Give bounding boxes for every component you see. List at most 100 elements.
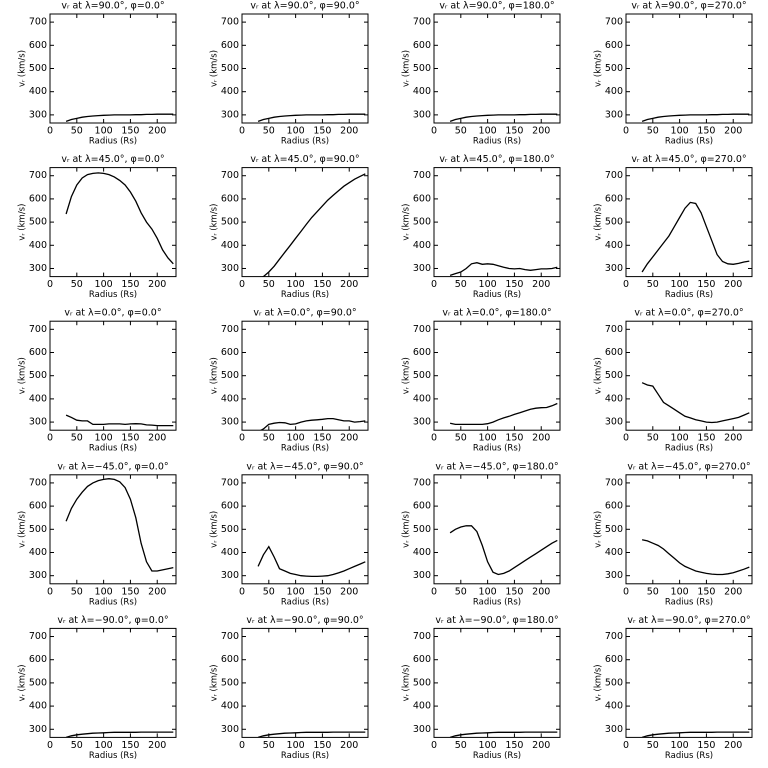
data-line <box>449 402 558 426</box>
x-tick-label: 150 <box>313 586 331 597</box>
y-tick-label: 500 <box>413 370 431 381</box>
x-tick-label: 50 <box>647 740 659 751</box>
x-tick-label: 100 <box>287 586 305 597</box>
x-axis-label: Radius (Rs) <box>89 290 137 300</box>
y-tick-label: 300 <box>413 263 431 274</box>
x-tick-label: 200 <box>340 586 358 597</box>
y-tick-label: 600 <box>29 501 47 512</box>
panel: vᵣ at λ=45.0°, φ=90.0° Radius (Rs) vᵣ (km/… <box>210 154 369 300</box>
y-tick-label: 400 <box>605 393 623 404</box>
x-tick-label: 200 <box>724 126 742 137</box>
x-tick-label: 50 <box>455 740 467 751</box>
data-line <box>449 731 558 738</box>
chart-title: vᵣ at λ=0.0°, φ=90.0° <box>253 308 356 319</box>
x-tick-label: 200 <box>148 433 166 444</box>
y-axis-label: vᵣ (km/s) <box>402 664 412 701</box>
y-tick-label: 700 <box>413 170 431 181</box>
x-tick-label: 0 <box>431 126 437 137</box>
y-tick-label: 600 <box>413 193 431 204</box>
y-tick-label: 400 <box>413 240 431 251</box>
y-tick-label: 300 <box>605 570 623 581</box>
plot-frame <box>241 474 369 585</box>
plot-area <box>641 113 750 123</box>
chart-title: vᵣ at λ=0.0°, φ=0.0° <box>64 308 161 319</box>
y-tick-label: 600 <box>29 654 47 665</box>
x-tick-label: 0 <box>623 279 629 290</box>
y-tick-label: 300 <box>29 109 47 120</box>
x-tick-label: 150 <box>505 740 523 751</box>
y-tick-label: 400 <box>29 701 47 712</box>
plot-frame <box>433 167 561 278</box>
data-line <box>449 525 558 576</box>
y-tick-label: 400 <box>605 86 623 97</box>
y-tick-label: 600 <box>413 501 431 512</box>
x-tick-label: 150 <box>313 740 331 751</box>
x-tick-label: 150 <box>505 279 523 290</box>
y-tick-label: 500 <box>413 63 431 74</box>
y-axis-label: vᵣ (km/s) <box>18 204 28 241</box>
plot-frame <box>49 627 177 738</box>
y-axis-label: vᵣ (km/s) <box>402 357 412 394</box>
x-tick-label: 0 <box>623 740 629 751</box>
y-tick-label: 500 <box>413 217 431 228</box>
x-tick-label: 0 <box>623 126 629 137</box>
data-line <box>449 262 558 277</box>
x-tick-label: 150 <box>313 126 331 137</box>
panel: vᵣ at λ=90.0°, φ=90.0° Radius (Rs) vᵣ (km/… <box>210 1 369 147</box>
y-tick-label: 500 <box>29 370 47 381</box>
y-tick-label: 400 <box>29 393 47 404</box>
plot-frame <box>433 320 561 431</box>
x-axis-label: Radius (Rs) <box>89 751 137 761</box>
x-tick-label: 150 <box>697 279 715 290</box>
x-tick-label: 150 <box>121 433 139 444</box>
chart-title: vᵣ at λ=90.0°, φ=90.0° <box>250 1 359 12</box>
y-tick-label: 500 <box>221 677 239 688</box>
x-tick-label: 200 <box>340 126 358 137</box>
y-axis-label: vᵣ (km/s) <box>210 50 220 87</box>
y-axis-label: vᵣ (km/s) <box>210 357 220 394</box>
x-tick-label: 0 <box>431 433 437 444</box>
x-axis-label: Radius (Rs) <box>473 444 521 454</box>
y-tick-label: 300 <box>29 570 47 581</box>
panel: vᵣ at λ=0.0°, φ=0.0° Radius (Rs) vᵣ (km/s)… <box>18 308 177 454</box>
y-axis-label: vᵣ (km/s) <box>210 664 220 701</box>
chart-title: vᵣ at λ=45.0°, φ=90.0° <box>250 154 359 165</box>
plot-area <box>449 525 558 576</box>
y-tick-label: 700 <box>29 324 47 335</box>
x-tick-label: 100 <box>95 433 113 444</box>
x-tick-label: 0 <box>47 126 53 137</box>
y-tick-label: 500 <box>413 677 431 688</box>
chart-title: vᵣ at λ=45.0°, φ=0.0° <box>61 154 164 165</box>
y-axis-label: vᵣ (km/s) <box>402 511 412 548</box>
y-tick-label: 600 <box>221 347 239 358</box>
panel: vᵣ at λ=45.0°, φ=180.0° Radius (Rs) vᵣ (km… <box>402 154 561 300</box>
panel: vᵣ at λ=90.0°, φ=0.0° Radius (Rs) vᵣ (km/s… <box>18 1 177 147</box>
y-tick-label: 700 <box>29 17 47 28</box>
plot-frame <box>241 167 369 278</box>
data-line <box>261 173 366 277</box>
y-tick-label: 300 <box>605 109 623 120</box>
y-tick-label: 400 <box>221 701 239 712</box>
x-tick-label: 100 <box>287 433 305 444</box>
plot-area <box>449 731 558 738</box>
plot-frame <box>433 627 561 738</box>
x-axis-label: Radius (Rs) <box>281 137 329 147</box>
x-tick-label: 150 <box>697 740 715 751</box>
y-tick-label: 400 <box>605 240 623 251</box>
x-tick-label: 0 <box>623 586 629 597</box>
x-axis-label: Radius (Rs) <box>89 444 137 454</box>
y-tick-label: 300 <box>221 109 239 120</box>
y-tick-label: 600 <box>605 193 623 204</box>
y-tick-label: 300 <box>29 417 47 428</box>
y-tick-label: 400 <box>413 393 431 404</box>
y-tick-label: 400 <box>29 547 47 558</box>
x-tick-label: 50 <box>263 586 275 597</box>
data-line <box>65 414 174 427</box>
plot-frame <box>241 320 369 431</box>
y-tick-label: 700 <box>221 170 239 181</box>
plot-frame <box>49 167 177 278</box>
plot-area <box>449 113 558 123</box>
x-tick-label: 200 <box>532 740 550 751</box>
x-tick-label: 150 <box>121 740 139 751</box>
plot-area <box>641 201 750 273</box>
